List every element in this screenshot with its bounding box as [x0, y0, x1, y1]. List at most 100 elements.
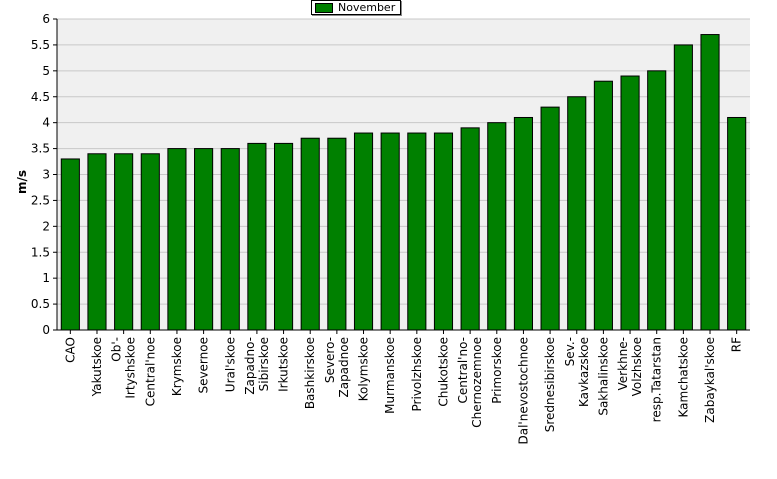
y-tick-label: 4.5 [31, 90, 50, 104]
x-tick-label: Severnoe [197, 337, 211, 394]
bar [140, 153, 160, 331]
bar [620, 75, 640, 331]
y-tick-label: 2 [42, 219, 50, 233]
x-tick-label: Primorskoe [490, 337, 504, 404]
bar [433, 132, 454, 331]
x-tick-label: CAO [63, 337, 77, 363]
x-tick-label-line: Primorskoe [490, 337, 504, 404]
y-tick-label: 5.5 [31, 38, 50, 52]
x-tick-label-line: resp.Tatarstan [650, 337, 664, 422]
x-tick-label: Sev.- Kavkazskoe [563, 337, 591, 407]
bar [593, 80, 613, 331]
x-tick-label-line: Chukotskoe [436, 337, 450, 407]
y-tick-label: 1 [42, 271, 50, 285]
y-tick-label: 5 [42, 64, 50, 78]
bar [487, 122, 507, 331]
x-tick-label: Murmanskoe [383, 337, 397, 414]
x-tick-label-line: Irtyshskoe [124, 337, 138, 399]
x-tick-label: Central'noe [143, 337, 157, 406]
x-tick-label: RF [730, 337, 744, 352]
bar [567, 96, 587, 331]
x-tick-label-line: Kavkazskoe [577, 337, 591, 407]
x-tick-label: Severo- Zapadnoe [323, 337, 351, 398]
bar [540, 106, 560, 331]
x-tick-label-line: Sibirskoe [257, 337, 271, 391]
legend: November [311, 0, 402, 15]
y-tick-label: 6 [42, 12, 50, 26]
x-tick-label-line: Volzhskoe [630, 337, 644, 396]
x-tick-label: Srednesibirskoe [543, 337, 557, 432]
x-tick-label-line: Kolymskoe [357, 337, 371, 401]
x-tick-label: Central'no- Chernozemnoe [456, 337, 484, 428]
bar [380, 132, 400, 331]
x-tick-label: Irkutskoe [277, 337, 291, 392]
x-tick-label-line: Bashkirskoe [303, 337, 317, 409]
x-tick-label: Chukotskoe [436, 337, 450, 407]
bar [87, 153, 107, 331]
x-tick-label: Ob'- Irtyshskoe [110, 337, 138, 399]
bar [247, 142, 267, 331]
x-tick-label: Ural'skoe [223, 337, 237, 392]
y-tick-label: 0.5 [31, 297, 50, 311]
bar [167, 148, 187, 331]
x-tick-label: Zabaykal'skoe [703, 337, 717, 423]
x-tick-label-line: Sakhalinskoe [596, 337, 610, 416]
y-tick-label: 3.5 [31, 142, 50, 156]
x-tick-label-line: Severo- [323, 337, 337, 383]
x-tick-label-line: RF [730, 337, 744, 352]
x-tick-label-line: Chernozemnoe [470, 337, 484, 428]
x-tick-label: Sakhalinskoe [596, 337, 610, 416]
x-tick-label-line: Srednesibirskoe [543, 337, 557, 432]
bar [647, 70, 667, 331]
bar [220, 148, 240, 331]
x-tick-label: Kolymskoe [357, 337, 371, 401]
legend-label: November [338, 1, 396, 14]
bar [60, 158, 80, 331]
x-tick-label-line: Krymskoe [170, 337, 184, 396]
bar [353, 132, 374, 331]
x-tick-label-line: Ural'skoe [223, 337, 237, 392]
x-tick-label: Zapadno- Sibirskoe [243, 337, 271, 395]
x-tick-label: Verkhne- Volzhskoe [616, 337, 644, 396]
x-tick-label-line: Sev.- [563, 337, 577, 366]
x-tick-label-line: Zabaykal'skoe [703, 337, 717, 423]
bar [700, 34, 720, 331]
bar [194, 148, 214, 331]
bar [300, 137, 320, 331]
x-tick-label-line: Irkutskoe [277, 337, 291, 392]
bar [513, 116, 534, 331]
x-tick-label: Dal'nevostochnoe [516, 337, 530, 445]
x-tick-label-line: Murmanskoe [383, 337, 397, 414]
x-tick-label-line: Privolzhskoe [410, 337, 424, 411]
y-tick-label: 3 [42, 168, 50, 182]
bar [407, 132, 427, 331]
x-tick-label-line: Central'noe [143, 337, 157, 406]
y-tick-label: 2.5 [31, 193, 50, 207]
x-tick-label: Kamchatskoe [676, 337, 690, 417]
x-tick-label-line: Central'no- [456, 337, 470, 404]
bar [114, 153, 134, 331]
x-tick-label-line: CAO [63, 337, 77, 363]
x-tick-label-line: Zapadnoe [337, 337, 351, 398]
y-tick-label: 0 [42, 323, 50, 337]
bar [273, 142, 294, 331]
x-tick-label: Krymskoe [170, 337, 184, 396]
x-tick-label-line: Dal'nevostochnoe [516, 337, 530, 445]
bar [727, 116, 747, 331]
x-tick-label: resp.Tatarstan [650, 337, 664, 422]
x-tick-label-line: Ob'- [110, 337, 124, 362]
x-tick-label-line: Severnoe [197, 337, 211, 394]
y-tick-label: 1.5 [31, 245, 50, 259]
x-tick-label: Privolzhskoe [410, 337, 424, 411]
bar [673, 44, 693, 331]
y-tick-label: 4 [42, 116, 50, 130]
x-tick-label-line: Yakutskoe [90, 337, 104, 397]
x-tick-label: Yakutskoe [90, 337, 104, 397]
x-tick-label-line: Verkhne- [616, 337, 630, 390]
x-tick-label-line: Kamchatskoe [676, 337, 690, 417]
x-tick-label-line: Zapadno- [243, 337, 257, 395]
bar [460, 127, 480, 331]
bar [327, 137, 347, 331]
legend-swatch [315, 2, 333, 13]
